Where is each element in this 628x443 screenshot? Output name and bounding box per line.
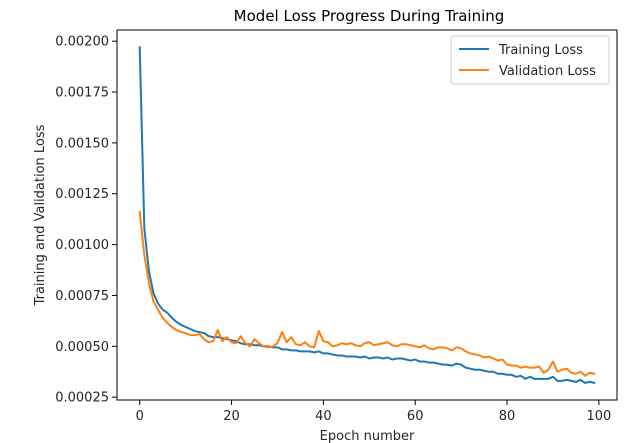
y-tick-label: 0.00050 [55,340,109,355]
x-tick-label: 0 [136,409,144,424]
y-tick-label: 0.00200 [55,35,109,50]
x-axis-ticks: 0 20 40 60 80 100 [136,400,611,424]
legend-label-training-loss: Training Loss [498,43,583,58]
x-tick-label: 40 [315,409,332,424]
legend-box [450,35,610,85]
series-line-training-loss [138,46,596,385]
plot-lines [138,46,596,385]
y-tick-label: 0.00150 [55,136,109,151]
plot-frame [116,29,618,401]
chart-title: Model Loss Progress During Training [234,7,505,25]
y-axis-ticks: 0.00025 0.00050 0.00075 0.00100 0.00125 0.001… [55,35,117,406]
x-tick-label: 60 [407,409,424,424]
y-tick-label: 0.00025 [55,391,109,406]
y-tick-label: 0.00075 [55,289,109,304]
x-tick-label: 80 [499,409,516,424]
legend-label-validation-loss: Validation Loss [499,64,596,79]
legend: Training Loss Validation Loss [450,35,610,85]
y-tick-label: 0.00175 [55,86,109,101]
y-tick-label: 0.00100 [55,238,109,253]
y-axis-label: Training and Validation Loss [33,124,48,306]
y-tick-label: 0.00125 [55,187,109,202]
series-line-validation-loss [138,210,596,377]
x-axis-label: Epoch number [320,429,415,443]
x-tick-label: 100 [586,409,611,424]
x-tick-label: 20 [223,409,240,424]
